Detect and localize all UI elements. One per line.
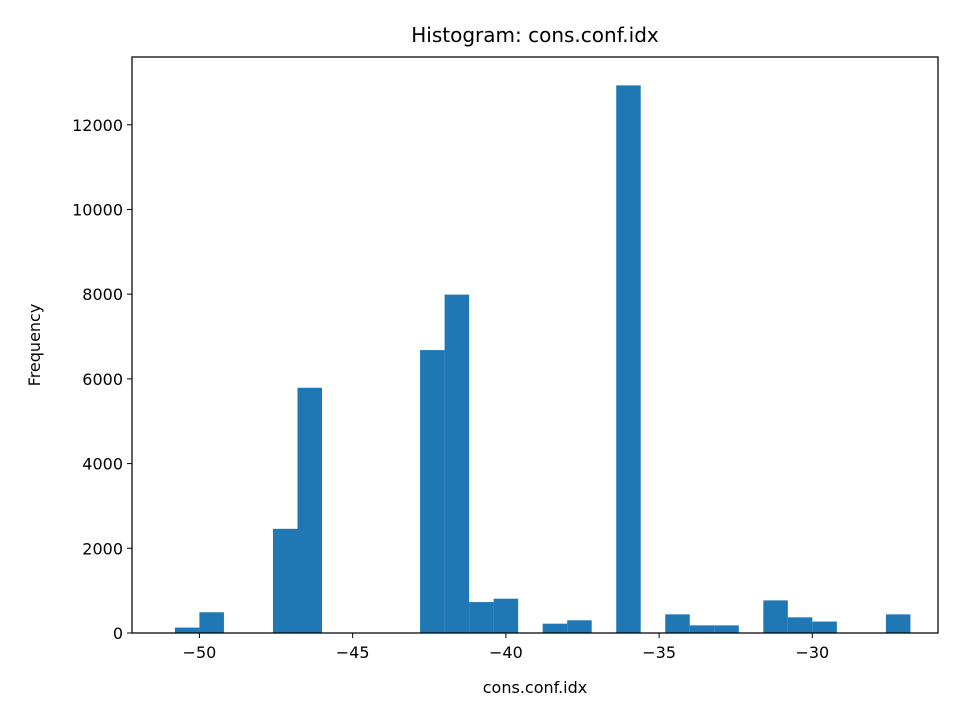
x-tick-label: −30 <box>795 643 829 662</box>
y-tick-label: 0 <box>113 624 123 643</box>
chart-title: Histogram: cons.conf.idx <box>411 23 659 47</box>
histogram-bar <box>174 627 200 633</box>
histogram-bar <box>493 598 519 633</box>
histogram-bar <box>199 612 224 633</box>
x-tick-label: −40 <box>489 643 523 662</box>
histogram-bar <box>665 614 690 633</box>
y-tick-label: 6000 <box>82 370 123 389</box>
x-tick-label: −35 <box>642 643 676 662</box>
histogram-bar <box>469 602 494 633</box>
histogram-bar <box>542 623 568 633</box>
plot-frame <box>131 56 939 634</box>
histogram-bar <box>567 620 592 633</box>
y-tick-label: 2000 <box>82 539 123 558</box>
y-axis-label: Frequency <box>25 304 44 387</box>
histogram-bar <box>689 625 715 633</box>
histogram-bar <box>714 625 739 633</box>
y-tick-label: 10000 <box>72 200 123 219</box>
x-axis: −50 −45 −40 −35 −30 <box>183 633 829 662</box>
histogram-bar <box>444 294 470 633</box>
x-tick-label: −50 <box>183 643 217 662</box>
histogram-bar <box>616 85 641 634</box>
histogram-bar <box>812 621 837 633</box>
y-tick-label: 8000 <box>82 285 123 304</box>
y-tick-label: 4000 <box>82 455 123 474</box>
histogram-bar <box>272 528 298 633</box>
x-tick-label: −45 <box>336 643 370 662</box>
y-axis: 0 2000 4000 6000 8000 10000 12000 <box>72 116 132 643</box>
bars-group <box>174 85 911 634</box>
y-tick-label: 12000 <box>72 116 123 135</box>
histogram-bar <box>420 350 445 633</box>
histogram-bar <box>787 617 813 633</box>
histogram-bar <box>885 614 911 633</box>
histogram-bar <box>297 387 323 633</box>
histogram-bar <box>763 600 788 633</box>
x-axis-label: cons.conf.idx <box>483 678 588 697</box>
